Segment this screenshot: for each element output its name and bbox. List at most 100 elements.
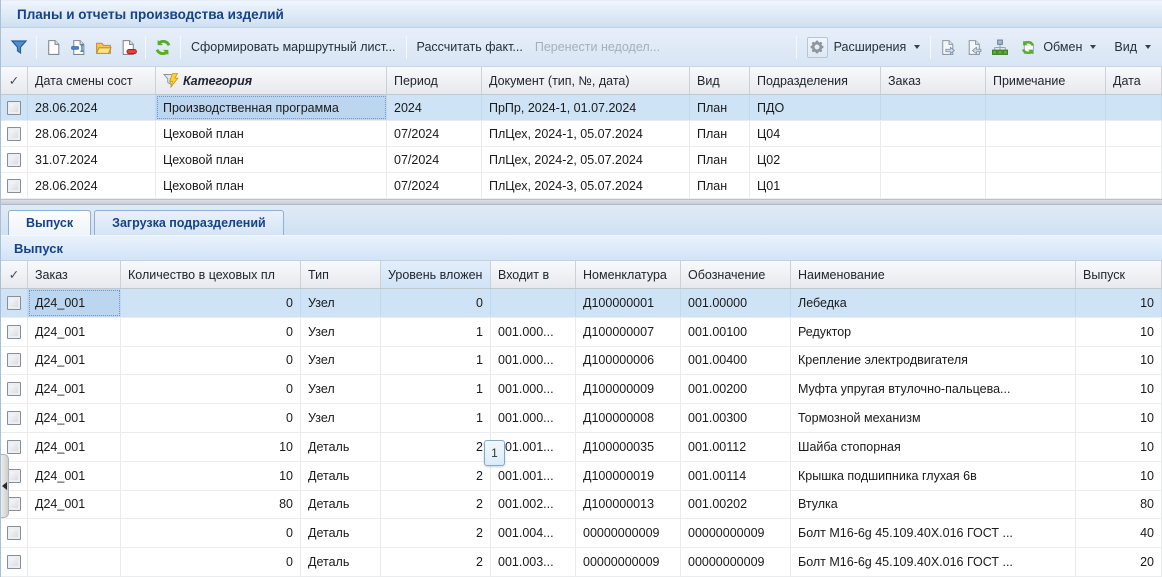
table-row[interactable]: Д24_001 0 Узел 1 001.000... Д100000008 001.003…	[1, 404, 1162, 433]
cell-order	[881, 95, 986, 120]
cell-name: Шайба стопорная	[791, 432, 1076, 461]
row-checkbox[interactable]	[1, 548, 28, 576]
table-row[interactable]: 0 Деталь 2 001.003... 00000000009 00000000009…	[1, 548, 1162, 577]
exchange-button[interactable]: Обмен	[1013, 35, 1102, 60]
cell-nomenclature: Д100000008	[576, 404, 681, 432]
row-checkbox[interactable]	[1, 461, 28, 490]
cell-order: Д24_001	[28, 432, 121, 461]
table-row[interactable]: 0 Деталь 2 001.004... 00000000009 00000000009…	[1, 519, 1162, 549]
column-header-label: Категория	[183, 73, 253, 88]
cell-note	[986, 95, 1106, 120]
toolbar: Сформировать маршрутный лист... Рассчита…	[1, 28, 1162, 67]
checkbox-icon	[7, 468, 21, 483]
cell-date	[1106, 121, 1162, 146]
import-document-button[interactable]	[961, 35, 987, 60]
column-header-check[interactable]: ✓	[1, 67, 28, 94]
open-folder-button[interactable]	[91, 35, 116, 60]
filter-button[interactable]	[6, 35, 32, 59]
cell-type: Деталь	[301, 548, 381, 576]
column-header-category[interactable]: Категория	[156, 67, 387, 94]
cell-name: Болт М16-6g 45.109.40Х.016 ГОСТ ...	[791, 548, 1076, 576]
cell-nesting_level: 2	[381, 548, 491, 576]
cell-qty_in_shop_plans: 0	[121, 548, 301, 576]
exchange-icon	[1019, 39, 1037, 56]
refresh-button[interactable]	[150, 35, 176, 60]
row-checkbox[interactable]	[1, 404, 28, 432]
row-checkbox[interactable]	[1, 519, 28, 548]
table-row[interactable]: Д24_001 0 Узел 0 Д100000001 001.00000 Лебедка 1…	[1, 289, 1162, 318]
delete-document-button[interactable]	[116, 35, 141, 60]
row-checkbox[interactable]	[1, 346, 28, 375]
table-row[interactable]: 28.06.2024 Производственная программа 2024…	[1, 95, 1162, 121]
table-row[interactable]: Д24_001 0 Узел 1 001.000... Д100000006 001.004…	[1, 346, 1162, 376]
column-header-note[interactable]: Примечание	[986, 67, 1106, 94]
column-header-label: Обозначение	[688, 267, 766, 282]
column-header-type[interactable]: Тип	[301, 261, 381, 288]
panel-titlebar: Планы и отчеты производства изделий	[1, 0, 1162, 28]
cell-document: ПлЦех, 2024-3, 05.07.2024	[482, 173, 690, 198]
column-header-name[interactable]: Наименование	[791, 261, 1076, 288]
row-checkbox[interactable]	[1, 375, 28, 404]
row-checkbox[interactable]	[1, 289, 28, 317]
horizontal-splitter[interactable]	[1, 199, 1162, 205]
column-header-change_date[interactable]: Дата смены сост	[28, 67, 156, 94]
extensions-button[interactable]: Расширения	[801, 33, 927, 62]
tab-1[interactable]: Загрузка подразделений	[94, 210, 284, 235]
cell-output: 10	[1076, 461, 1162, 490]
checkbox-icon	[7, 439, 21, 454]
collapse-panel-grip[interactable]	[1, 454, 9, 518]
calculate-fact-button[interactable]: Рассчитать факт...	[411, 36, 529, 58]
row-checkbox[interactable]	[1, 432, 28, 461]
row-checkbox[interactable]	[1, 147, 28, 172]
cell-nesting_level: 2	[381, 490, 491, 519]
checkbox-icon	[7, 100, 21, 115]
format-route-list-button[interactable]: Сформировать маршрутный лист...	[185, 36, 402, 58]
column-header-nomenclature[interactable]: Номенклатура	[576, 261, 681, 288]
row-checkbox[interactable]	[1, 317, 28, 346]
export-document-button[interactable]	[935, 35, 961, 60]
column-header-label: Подразделения	[757, 73, 848, 88]
column-header-label: Уровень вложен	[388, 267, 483, 282]
column-header-order[interactable]: Заказ	[28, 261, 121, 288]
table-row[interactable]: 28.06.2024 Цеховой план 07/2024 ПлЦех, 2024…	[1, 173, 1162, 199]
column-header-qty_in_shop_plans[interactable]: Количество в цеховых пл	[121, 261, 301, 288]
cell-nomenclature: Д100000035	[576, 432, 681, 461]
column-header-label: Примечание	[993, 73, 1066, 88]
new-document-button[interactable]	[41, 35, 66, 60]
export-document-icon	[939, 39, 957, 56]
column-header-designation[interactable]: Обозначение	[681, 261, 791, 288]
column-header-parent[interactable]: Входит в	[491, 261, 576, 288]
table-row[interactable]: Д24_001 80 Деталь 2 001.002... Д100000013 001.…	[1, 490, 1162, 520]
cell-designation: 00000000009	[681, 519, 791, 548]
column-header-order[interactable]: Заказ	[881, 67, 986, 94]
edit-document-icon	[70, 39, 87, 56]
column-header-nesting_level[interactable]: Уровень вложен	[381, 261, 491, 288]
cell-designation: 001.00200	[681, 375, 791, 404]
row-checkbox[interactable]	[1, 121, 28, 146]
column-header-kind[interactable]: Вид	[690, 67, 750, 94]
column-header-output[interactable]: Выпуск	[1076, 261, 1162, 288]
checkbox-icon	[7, 178, 21, 193]
column-header-period[interactable]: Период	[387, 67, 482, 94]
checkbox-icon	[7, 324, 21, 339]
cell-qty_in_shop_plans: 0	[121, 375, 301, 404]
column-header-division[interactable]: Подразделения	[750, 67, 881, 94]
hierarchy-button[interactable]	[987, 35, 1013, 60]
table-row[interactable]: Д24_001 0 Узел 1 001.000... Д100000007 001.001…	[1, 317, 1162, 347]
edit-document-button[interactable]	[66, 35, 91, 60]
cell-period: 07/2024	[387, 121, 482, 146]
view-button[interactable]: Вид	[1108, 36, 1157, 58]
table-row[interactable]: Д24_001 10 Деталь 2 001.001... Д100000019 001.…	[1, 461, 1162, 491]
row-checkbox[interactable]	[1, 95, 28, 120]
row-checkbox[interactable]	[1, 173, 28, 198]
column-header-date[interactable]: Дата	[1106, 67, 1162, 94]
column-header-document[interactable]: Документ (тип, №, дата)	[482, 67, 690, 94]
table-row[interactable]: Д24_001 10 Деталь 2 001.001... Д100000035 001.…	[1, 432, 1162, 462]
table-row[interactable]: 28.06.2024 Цеховой план 07/2024 ПлЦех, 2024…	[1, 121, 1162, 147]
column-header-check[interactable]: ✓	[1, 261, 28, 288]
table-row[interactable]: Д24_001 0 Узел 1 001.000... Д100000009 001.002…	[1, 375, 1162, 405]
tab-0[interactable]: Выпуск	[8, 210, 92, 235]
cell-division: Ц02	[750, 147, 881, 172]
cell-parent: 001.000...	[491, 346, 576, 375]
table-row[interactable]: 31.07.2024 Цеховой план 07/2024 ПлЦех, 2024…	[1, 147, 1162, 173]
